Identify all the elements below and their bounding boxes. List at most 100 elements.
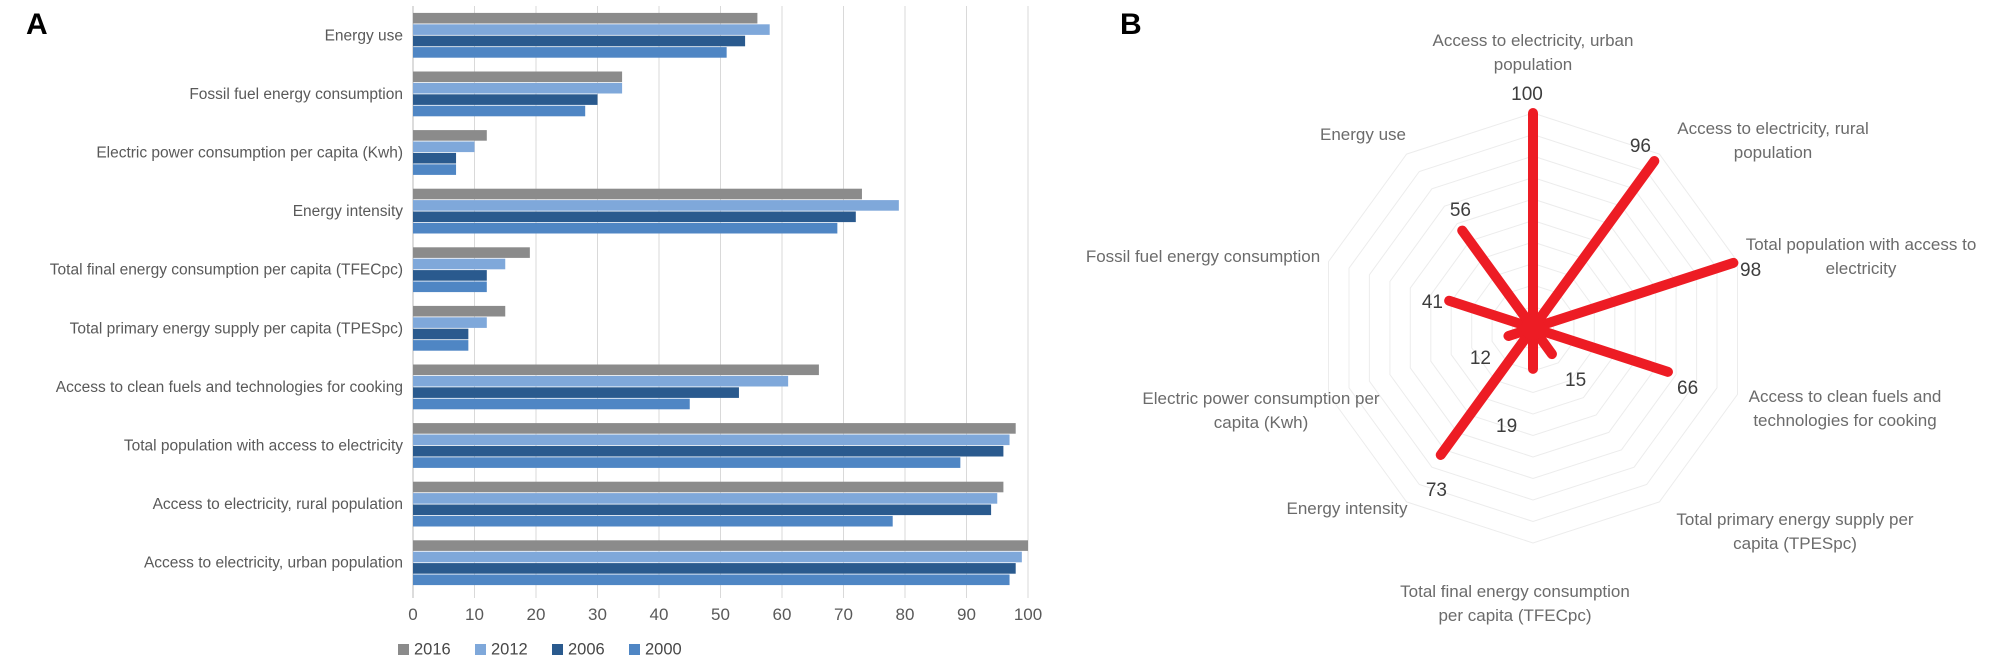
x-tick-label: 40	[650, 605, 669, 624]
bar-2012	[413, 258, 506, 270]
radar-value-label: 96	[1630, 136, 1651, 157]
radar-axis-label: capita (TPESpc)	[1733, 534, 1857, 553]
bar-2012	[413, 141, 475, 153]
radar-axis-label: electricity	[1826, 259, 1897, 278]
bar-2000	[413, 281, 487, 293]
radar-axis-label: Energy use	[1320, 125, 1406, 144]
legend-swatch	[629, 644, 640, 655]
radar-axis-label: Total final energy consumption	[1400, 582, 1630, 601]
bar-2006	[413, 328, 469, 340]
legend-swatch	[552, 644, 563, 655]
legend-swatch	[475, 644, 486, 655]
radar-value-label: 41	[1422, 292, 1443, 313]
category-label: Fossil fuel energy consumption	[189, 86, 403, 103]
radar-ring	[1328, 112, 1738, 544]
radar-value-label: 15	[1565, 370, 1586, 391]
category-label: Access to electricity, urban population	[144, 555, 403, 572]
bar-2006	[413, 211, 856, 223]
bar-2012	[413, 317, 487, 328]
bar-2006	[413, 504, 992, 516]
radar-center	[1521, 316, 1545, 340]
bar-2012	[413, 200, 899, 211]
category-label: Energy use	[325, 27, 403, 44]
x-tick-label: 20	[527, 605, 546, 624]
bar-2000	[413, 398, 690, 410]
bar-2016	[413, 71, 623, 83]
category-label: Total population with access to electric…	[124, 438, 403, 455]
radar-spoke	[1528, 156, 1660, 333]
bar-2016	[413, 188, 862, 200]
radar-ring	[1450, 241, 1616, 415]
legend-label: 2012	[491, 641, 528, 659]
radar-spoke	[1444, 295, 1538, 333]
radar-axis-label: technologies for cooking	[1753, 411, 1936, 430]
radar-axis-label: population	[1734, 143, 1812, 162]
radar-ring	[1471, 262, 1595, 394]
radar-value-label: 98	[1740, 260, 1761, 281]
radar-spoke	[1457, 225, 1538, 333]
radar-ring	[1368, 155, 1698, 501]
x-tick-label: 0	[408, 605, 417, 624]
bar-2006	[413, 270, 487, 281]
panel-b-title: B	[1120, 8, 1142, 41]
legend-label: 2006	[568, 641, 605, 659]
bar-2016	[413, 12, 758, 24]
radar-ring	[1389, 176, 1677, 480]
category-label: Energy intensity	[293, 203, 404, 220]
bar-2000	[413, 222, 838, 234]
radar-axis-label: Access to electricity, urban	[1433, 31, 1634, 50]
bar-2006	[413, 94, 598, 105]
radar-axis-label: Electric power consumption per	[1142, 389, 1380, 408]
x-tick-label: 80	[896, 605, 915, 624]
radar-value-label: 19	[1496, 416, 1517, 437]
bar-2012	[413, 551, 1022, 563]
bar-2000	[413, 340, 469, 351]
radar-spoke	[1528, 257, 1739, 333]
radar-value-label: 66	[1677, 378, 1698, 399]
radar-ring	[1430, 219, 1636, 437]
radar-axis-label: Total population with access to	[1746, 235, 1977, 254]
legend-label: 2000	[645, 641, 682, 659]
category-label: Access to electricity, rural population	[153, 496, 403, 513]
bar-2006	[413, 35, 746, 47]
bar-2012	[413, 24, 770, 35]
radar-axis-label: Fossil fuel energy consumption	[1086, 247, 1320, 266]
radar-axis-label: population	[1494, 55, 1572, 74]
x-tick-label: 60	[773, 605, 792, 624]
bar-2006	[413, 387, 739, 398]
bar-2000	[413, 105, 586, 117]
radar-axis-label: per capita (TFECpc)	[1438, 606, 1591, 625]
radar-spoke	[1435, 323, 1538, 460]
bar-2000	[413, 457, 961, 468]
bar-2016	[413, 481, 1004, 493]
radar-value-label: 56	[1450, 200, 1471, 221]
category-label: Access to clean fuels and technologies f…	[56, 379, 403, 396]
x-tick-label: 70	[834, 605, 853, 624]
radar-axis-label: capita (Kwh)	[1214, 413, 1308, 432]
radar-axis-label: Energy intensity	[1287, 499, 1408, 518]
radar-value-label: 73	[1426, 480, 1447, 501]
radar-axis-label: Access to electricity, rural	[1677, 119, 1868, 138]
radar-axis-label: Access to clean fuels and	[1749, 387, 1942, 406]
bar-2000	[413, 574, 1010, 586]
x-tick-label: 90	[957, 605, 976, 624]
bar-2006	[413, 563, 1016, 574]
bar-2016	[413, 130, 487, 141]
x-tick-label: 30	[588, 605, 607, 624]
bar-2012	[413, 434, 1010, 446]
bar-2000	[413, 515, 893, 527]
bar-2016	[413, 247, 530, 258]
x-tick-label: 100	[1014, 605, 1042, 624]
bar-2012	[413, 375, 789, 387]
radar-ring	[1409, 198, 1657, 458]
radar-value-label: 100	[1511, 84, 1543, 105]
category-label: Electric power consumption per capita (K…	[96, 145, 403, 162]
bar-2016	[413, 364, 819, 376]
bar-2016	[413, 305, 506, 317]
bar-2016	[413, 423, 1016, 434]
category-label: Total final energy consumption per capit…	[50, 262, 403, 279]
x-tick-label: 10	[465, 605, 484, 624]
bar-2016	[413, 540, 1028, 551]
bar-2000	[413, 164, 457, 175]
